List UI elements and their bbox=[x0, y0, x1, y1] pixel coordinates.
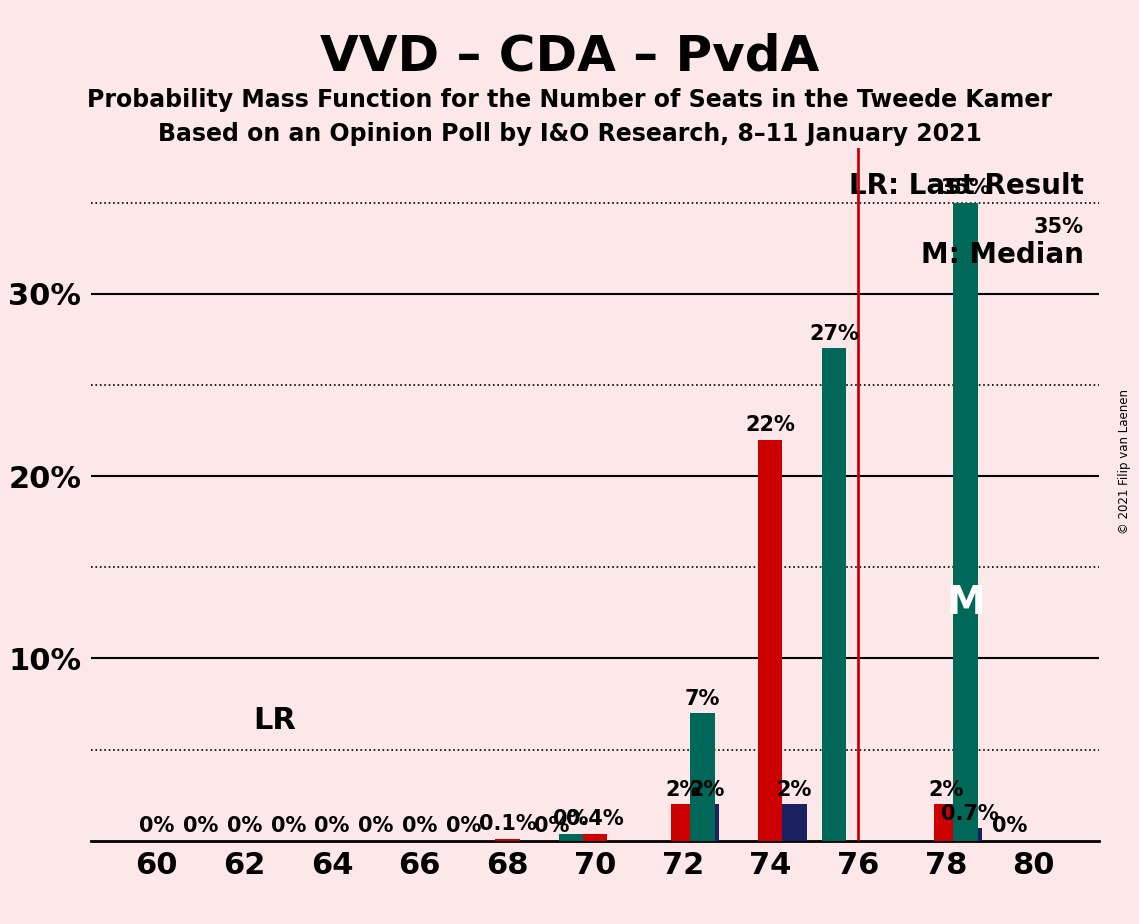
Text: M: Median: M: Median bbox=[921, 240, 1084, 269]
Text: 0%: 0% bbox=[271, 816, 306, 836]
Bar bbox=[690, 713, 714, 841]
Text: M: M bbox=[947, 584, 985, 622]
Text: LR: Last Result: LR: Last Result bbox=[850, 172, 1084, 201]
Bar bbox=[759, 440, 782, 841]
Text: 0%: 0% bbox=[227, 816, 262, 836]
Text: 2%: 2% bbox=[928, 780, 964, 800]
Bar bbox=[822, 348, 846, 841]
Text: 27%: 27% bbox=[809, 324, 859, 344]
Text: 2%: 2% bbox=[689, 780, 724, 800]
Text: 0%: 0% bbox=[992, 816, 1027, 836]
Text: Probability Mass Function for the Number of Seats in the Tweede Kamer: Probability Mass Function for the Number… bbox=[87, 88, 1052, 112]
Text: 0%: 0% bbox=[314, 816, 350, 836]
Text: 0.7%: 0.7% bbox=[941, 804, 999, 823]
Text: 2%: 2% bbox=[777, 780, 812, 800]
Bar bbox=[934, 805, 958, 841]
Text: 0%: 0% bbox=[533, 816, 570, 836]
Bar bbox=[495, 839, 519, 841]
Bar bbox=[782, 805, 806, 841]
Text: 0%: 0% bbox=[554, 809, 589, 829]
Text: 22%: 22% bbox=[746, 415, 795, 435]
Bar bbox=[671, 805, 695, 841]
Bar bbox=[583, 833, 607, 841]
Text: VVD – CDA – PvdA: VVD – CDA – PvdA bbox=[320, 32, 819, 80]
Text: Based on an Opinion Poll by I&O Research, 8–11 January 2021: Based on an Opinion Poll by I&O Research… bbox=[157, 122, 982, 146]
Text: 2%: 2% bbox=[665, 780, 700, 800]
Text: 0%: 0% bbox=[183, 816, 219, 836]
Text: 0.4%: 0.4% bbox=[566, 809, 624, 829]
Bar bbox=[958, 828, 982, 841]
Text: 0%: 0% bbox=[446, 816, 482, 836]
Text: 35%: 35% bbox=[1034, 217, 1084, 237]
Bar bbox=[559, 833, 583, 841]
Text: 0%: 0% bbox=[402, 816, 437, 836]
Text: 0.1%: 0.1% bbox=[478, 814, 536, 834]
Bar bbox=[695, 805, 719, 841]
Text: LR: LR bbox=[253, 706, 296, 736]
Text: 0%: 0% bbox=[139, 816, 174, 836]
Text: 0%: 0% bbox=[359, 816, 394, 836]
Text: 7%: 7% bbox=[685, 688, 720, 709]
Bar bbox=[953, 202, 977, 841]
Text: 35%: 35% bbox=[941, 178, 991, 198]
Text: © 2021 Filip van Laenen: © 2021 Filip van Laenen bbox=[1118, 390, 1131, 534]
